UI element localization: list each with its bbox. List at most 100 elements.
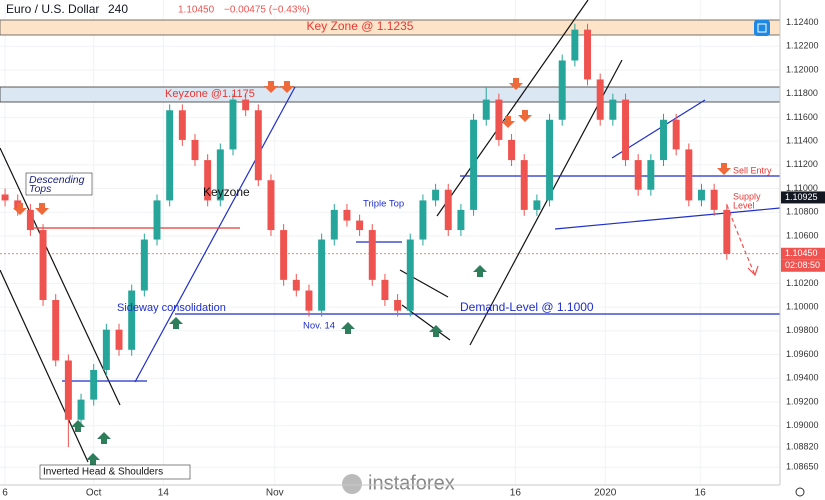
grid: [0, 0, 780, 485]
y-tick-label: 1.10000: [786, 302, 819, 312]
candle-body: [571, 29, 579, 61]
inverted-hs-label: Inverted Head & Shoulders: [43, 467, 163, 478]
candle-body: [596, 79, 604, 120]
candle-body: [622, 99, 630, 161]
candle-body: [482, 99, 490, 120]
y-tick-label: 1.11600: [786, 112, 818, 122]
change: −0.00475 (−0.43%): [224, 5, 310, 16]
candle-body: [546, 119, 554, 201]
candle-body: [280, 230, 288, 280]
projection-arrow: [726, 204, 756, 276]
candle-body: [457, 209, 465, 231]
y-tick-label: 1.10800: [786, 207, 819, 217]
candle-body: [39, 230, 47, 301]
y-tick-label: 1.08650: [786, 462, 819, 472]
y-tick-label: 1.09000: [786, 420, 819, 430]
keyzone-text: Keyzone: [203, 185, 250, 199]
candle-body: [634, 160, 642, 190]
descending-tops-label: Tops: [29, 183, 52, 195]
trend-line: [134, 86, 296, 383]
candle-body: [660, 119, 667, 161]
candle-body: [672, 119, 680, 150]
x-tick-label: Nov: [266, 488, 284, 499]
candle-body: [140, 239, 148, 291]
y-tick-label: 1.10600: [786, 230, 819, 240]
candle-body: [432, 189, 440, 201]
watermark: instaforex: [368, 472, 455, 494]
candle-body: [26, 209, 34, 231]
candle-body: [558, 60, 566, 120]
projection-arrow-head: [747, 265, 759, 277]
quote: 1.10450: [178, 5, 215, 16]
candle-body: [533, 200, 541, 210]
candle-body: [419, 200, 427, 240]
y-tick-label: 1.12000: [786, 64, 819, 74]
x-tick-label: 16: [695, 488, 707, 499]
candle-body: [710, 189, 718, 210]
watermark-logo: [342, 474, 362, 494]
candle-body: [153, 200, 161, 240]
candle-body: [191, 139, 199, 161]
x-tick-label: 6: [2, 488, 8, 499]
candle-body: [381, 279, 389, 301]
candle-body: [495, 99, 503, 140]
y-tick-label: 1.10200: [786, 278, 819, 288]
price-badge-label: 1.10925: [785, 192, 818, 202]
candle-body: [698, 189, 705, 201]
y-tick-label: 1.09800: [786, 325, 819, 335]
interval: 240: [108, 2, 128, 16]
y-tick-label: 1.11000: [786, 183, 818, 193]
candle-body: [128, 290, 136, 350]
sell-entry-label: Sell Entry: [733, 165, 772, 175]
symbol-title: Euro / U.S. Dollar: [6, 2, 99, 16]
candle-body: [520, 160, 528, 210]
channel-line: [0, 147, 121, 406]
supply-label: Level: [733, 200, 755, 210]
inverted-hs-box: [39, 464, 191, 480]
y-tick-label: 1.09600: [786, 349, 819, 359]
candle-body: [609, 99, 617, 120]
candle-body: [267, 180, 275, 231]
demand-label: Demand-Level @ 1.1000: [460, 300, 594, 314]
descending-tops-label: Descending: [29, 174, 85, 186]
sideway-label: Sideway consolidation: [117, 302, 226, 314]
candle-body: [292, 279, 300, 291]
candle-body: [444, 189, 452, 231]
x-tick-label: 2020: [594, 488, 617, 499]
candle-body: [406, 239, 414, 311]
settings-icon[interactable]: [795, 487, 805, 497]
candle-body: [647, 160, 655, 190]
y-tick-label: 1.11800: [786, 88, 818, 98]
y-tick-label: 1.11400: [786, 135, 818, 145]
y-tick-label: 1.12400: [786, 17, 819, 27]
y-tick-label: 1.09400: [786, 373, 819, 383]
y-tick-label: 1.09200: [786, 396, 819, 406]
candle-body: [343, 209, 351, 221]
channel-line: [436, 0, 589, 217]
candle-body: [242, 99, 250, 111]
candle-body: [64, 360, 72, 420]
candle-body: [216, 149, 224, 201]
triple-top-label: Triple Top: [363, 199, 404, 210]
candle-body: [723, 209, 731, 254]
axis-labels: 1.12400 1.12200 1.12000 1.11800 1.11600 1.114…: [2, 17, 825, 499]
scale-button[interactable]: [754, 20, 770, 36]
candle-body: [254, 110, 262, 181]
keyzone-label: Keyzone @1.1175: [165, 88, 255, 100]
candle-body: [305, 290, 313, 311]
keyzone-band: [0, 86, 781, 103]
x-tick-label: Oct: [86, 488, 102, 499]
descending-tops-box: [25, 172, 93, 196]
candle-body: [1, 194, 9, 201]
candle-body: [229, 99, 237, 150]
price-badge: [781, 247, 825, 260]
y-tick-label: 1.08820: [786, 441, 819, 451]
price-badge-label: 1.10450: [785, 248, 818, 258]
candle-body: [166, 110, 174, 201]
nov14-label: Nov. 14: [303, 321, 335, 332]
channel-line: [469, 59, 623, 346]
countdown: 02:08:50: [785, 260, 820, 270]
x-tick-label: 16: [510, 488, 522, 499]
x-tick-label: 14: [158, 488, 170, 499]
